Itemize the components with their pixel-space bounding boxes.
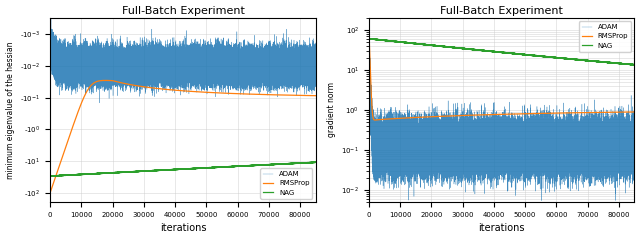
Line: NAG: NAG xyxy=(369,38,634,65)
ADAM xyxy=(411,152,419,155)
NAG xyxy=(365,37,372,40)
Line: RMSProp: RMSProp xyxy=(50,80,316,193)
RMSProp xyxy=(102,79,109,82)
ADAM xyxy=(96,102,104,104)
NAG xyxy=(312,161,319,164)
Title: Full-Batch Experiment: Full-Batch Experiment xyxy=(440,5,563,16)
RMSProp xyxy=(92,80,100,83)
ADAM xyxy=(465,144,473,147)
NAG xyxy=(143,169,150,172)
RMSProp xyxy=(630,110,638,113)
NAG xyxy=(453,46,461,49)
RMSProp xyxy=(147,86,154,89)
Line: NAG: NAG xyxy=(50,162,316,176)
NAG xyxy=(47,175,54,178)
ADAM xyxy=(143,70,150,73)
Line: ADAM: ADAM xyxy=(50,16,316,103)
RMSProp xyxy=(458,114,466,117)
RMSProp xyxy=(140,85,147,88)
NAG xyxy=(458,47,466,50)
Line: ADAM: ADAM xyxy=(369,49,634,201)
RMSProp xyxy=(365,28,372,31)
NAG xyxy=(411,42,419,45)
RMSProp xyxy=(46,191,54,194)
NAG xyxy=(136,170,144,173)
ADAM xyxy=(147,54,154,57)
ADAM xyxy=(453,159,461,162)
NAG xyxy=(134,170,142,173)
NAG xyxy=(461,47,469,50)
X-axis label: iterations: iterations xyxy=(479,223,525,234)
ADAM xyxy=(458,126,466,129)
RMSProp xyxy=(312,94,319,97)
ADAM xyxy=(455,155,463,158)
RMSProp xyxy=(411,116,419,119)
ADAM xyxy=(46,37,54,40)
NAG xyxy=(312,161,319,163)
RMSProp xyxy=(455,114,463,117)
RMSProp xyxy=(453,114,461,117)
RMSProp xyxy=(143,86,150,89)
RMSProp xyxy=(461,114,469,117)
NAG xyxy=(630,63,638,66)
NAG xyxy=(365,37,372,40)
ADAM xyxy=(365,95,372,98)
NAG xyxy=(465,48,473,50)
NAG xyxy=(147,169,154,172)
NAG xyxy=(46,175,54,178)
ADAM xyxy=(92,67,100,70)
Y-axis label: gradient norm: gradient norm xyxy=(327,82,336,137)
RMSProp xyxy=(371,119,379,121)
NAG xyxy=(455,47,463,49)
ADAM xyxy=(47,15,54,18)
ADAM xyxy=(134,69,142,72)
ADAM xyxy=(365,48,373,51)
Legend: ADAM, RMSProp, NAG: ADAM, RMSProp, NAG xyxy=(579,21,631,52)
ADAM xyxy=(461,146,469,149)
ADAM xyxy=(136,61,144,64)
NAG xyxy=(630,64,638,66)
Y-axis label: minimum eigenvalue of the hessian: minimum eigenvalue of the hessian xyxy=(6,41,15,179)
X-axis label: iterations: iterations xyxy=(160,223,206,234)
ADAM xyxy=(538,199,546,202)
RMSProp xyxy=(136,85,144,88)
ADAM xyxy=(140,60,147,63)
Line: RMSProp: RMSProp xyxy=(369,30,634,120)
NAG xyxy=(92,172,100,175)
Legend: ADAM, RMSProp, NAG: ADAM, RMSProp, NAG xyxy=(260,168,312,199)
RMSProp xyxy=(465,114,473,117)
NAG xyxy=(140,170,147,173)
ADAM xyxy=(312,66,319,69)
RMSProp xyxy=(134,85,142,87)
ADAM xyxy=(630,141,638,144)
Title: Full-Batch Experiment: Full-Batch Experiment xyxy=(122,5,244,16)
